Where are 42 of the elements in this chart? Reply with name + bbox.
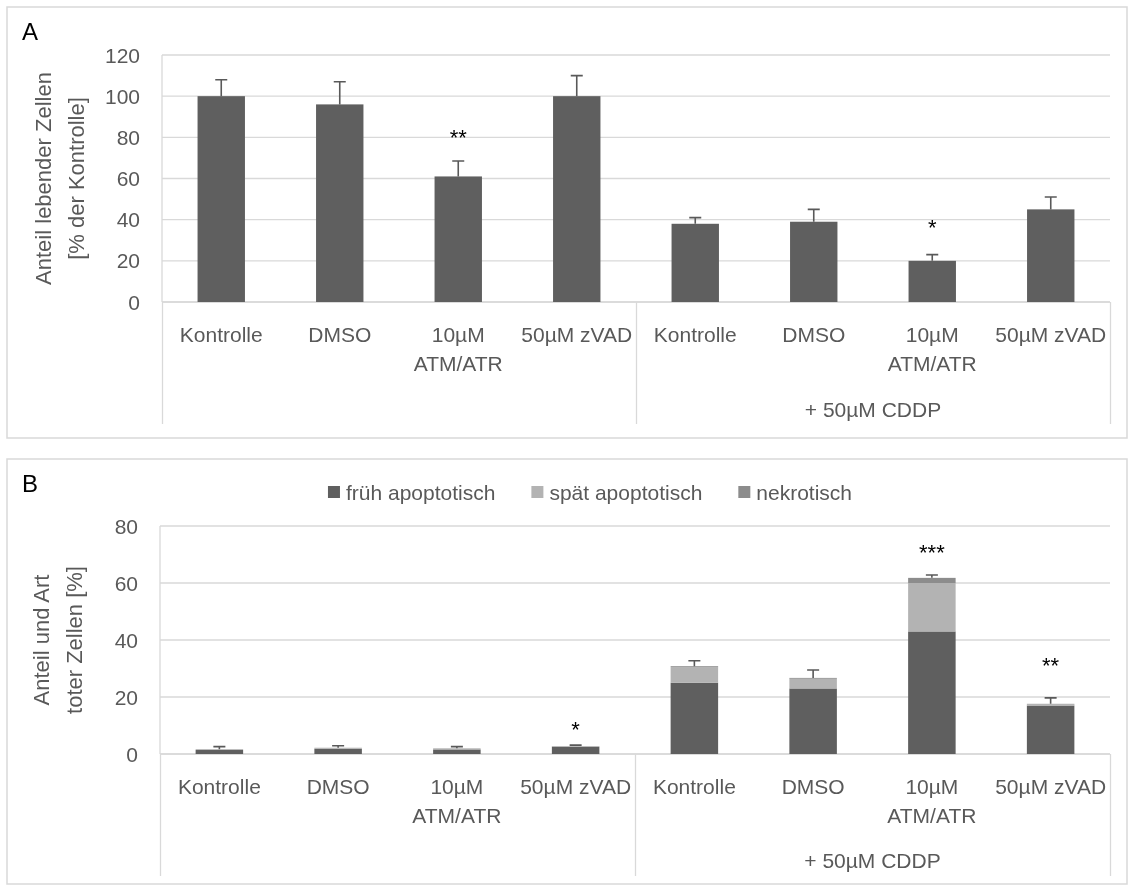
x-tick-label: DMSO [306, 774, 370, 798]
y-tick-label: 120 [104, 43, 140, 67]
annotation: ** [449, 124, 468, 150]
legend-label: nekrotisch [756, 480, 853, 504]
annotation: * [571, 716, 581, 742]
y-tick-label: 20 [116, 249, 140, 273]
y-tick-label: 20 [114, 685, 138, 709]
chart-title: B [22, 470, 39, 497]
x-tick-label: DMSO [781, 774, 845, 798]
y-tick-label: 0 [128, 290, 140, 314]
x-tick-label: DMSO [308, 322, 372, 346]
x-tick-label: 50µM zVAD [995, 774, 1107, 798]
legend-label: früh apoptotisch [345, 480, 496, 504]
x-tick-label: DMSO [782, 322, 846, 346]
x-tick-label: 50µM zVAD [995, 322, 1107, 346]
y-axis-title: Anteil lebender Zellen [% der Kontrolle] [30, 72, 89, 285]
y-tick-label: 80 [116, 125, 140, 149]
x-tick-label: 10µM ATM/ATR [887, 774, 977, 827]
y-axis-title: Anteil und Art toter Zellen [%] [28, 566, 87, 714]
legend-label: spät apoptotisch [549, 480, 703, 504]
y-tick-label: 40 [116, 208, 140, 232]
x-tick-label: 10µM ATM/ATR [887, 322, 977, 375]
x-tick-label: Kontrolle [179, 322, 263, 346]
x-tick-label: 10µM ATM/ATR [413, 322, 503, 375]
x-tick-label: Kontrolle [652, 774, 736, 798]
y-tick-label: 80 [114, 514, 138, 538]
chart-title: A [22, 18, 39, 45]
x-tick-label: 50µM zVAD [520, 774, 632, 798]
y-tick-label: 0 [126, 742, 138, 766]
x-tick-label: Kontrolle [653, 322, 737, 346]
annotation: * [927, 215, 937, 241]
annotation: *** [919, 539, 946, 565]
y-tick-label: 40 [114, 628, 138, 652]
text: + 50µM CDDP [804, 397, 942, 421]
annotation: ** [1042, 653, 1060, 679]
x-tick-label: 10µM ATM/ATR [412, 774, 502, 827]
y-tick-label: 100 [104, 84, 140, 108]
y-tick-label: 60 [114, 571, 138, 595]
x-tick-label: Kontrolle [177, 774, 261, 798]
text: + 50µM CDDP [804, 848, 941, 872]
y-tick-label: 60 [116, 167, 140, 190]
x-tick-label: 50µM zVAD [521, 322, 633, 346]
